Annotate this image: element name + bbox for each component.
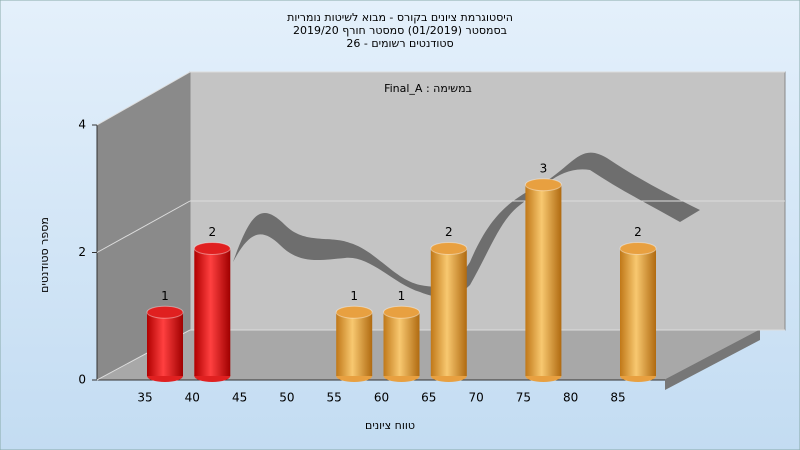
chart-title: היסטוגרמת ציונים בקורס - מבוא לשיטות נומ… — [287, 11, 513, 24]
bar — [525, 184, 562, 376]
x-tick-label: 65 — [421, 391, 436, 405]
bar — [383, 312, 420, 376]
x-axis-label: טווח ציונים — [365, 419, 415, 432]
y-tick-label: 0 — [78, 373, 86, 387]
y-tick-label: 2 — [78, 245, 86, 259]
x-tick-label: 55 — [327, 391, 342, 405]
data-label: 2 — [445, 225, 453, 239]
x-tick-label: 70 — [468, 391, 483, 405]
y-tick-label: 4 — [78, 118, 86, 132]
bar-top — [430, 242, 468, 255]
x-tick-label: 80 — [563, 391, 578, 405]
x-tick-label: 85 — [610, 391, 625, 405]
x-tick-label: 35 — [137, 391, 152, 405]
x-tick-label: 60 — [374, 391, 389, 405]
data-label: 1 — [398, 289, 406, 303]
data-label: 1 — [350, 289, 358, 303]
data-label: 2 — [634, 225, 642, 239]
chart-subtitle: סטודנטים רשומים - 26 — [346, 37, 453, 50]
bar — [620, 248, 656, 376]
annotation: Final_A : במשימה — [384, 82, 472, 95]
bar — [430, 248, 467, 376]
x-tick-label: 40 — [185, 391, 200, 405]
y-axis-label: מספר סטודנטים — [38, 217, 51, 293]
side-wall — [97, 72, 190, 380]
data-label: 1 — [161, 289, 169, 303]
bar-top — [619, 242, 657, 255]
data-label: 3 — [540, 161, 548, 175]
chart-subtitle: בסמסטר (01/2019) סמסטר חורף 2019/20 — [293, 24, 507, 37]
bar — [336, 312, 373, 376]
grid-line — [96, 200, 191, 253]
grid-line — [96, 71, 191, 126]
floor-edge — [665, 330, 760, 390]
bar-top — [383, 305, 420, 319]
bar-top — [524, 178, 562, 192]
data-label: 2 — [208, 225, 216, 239]
x-tick-label: 45 — [232, 391, 247, 405]
bar-top — [146, 305, 184, 319]
bar-top — [193, 242, 231, 255]
bar — [194, 248, 231, 376]
x-tick-label: 50 — [279, 391, 294, 405]
bar-top — [335, 305, 373, 319]
bar — [147, 312, 183, 376]
x-tick-label: 75 — [516, 391, 531, 405]
